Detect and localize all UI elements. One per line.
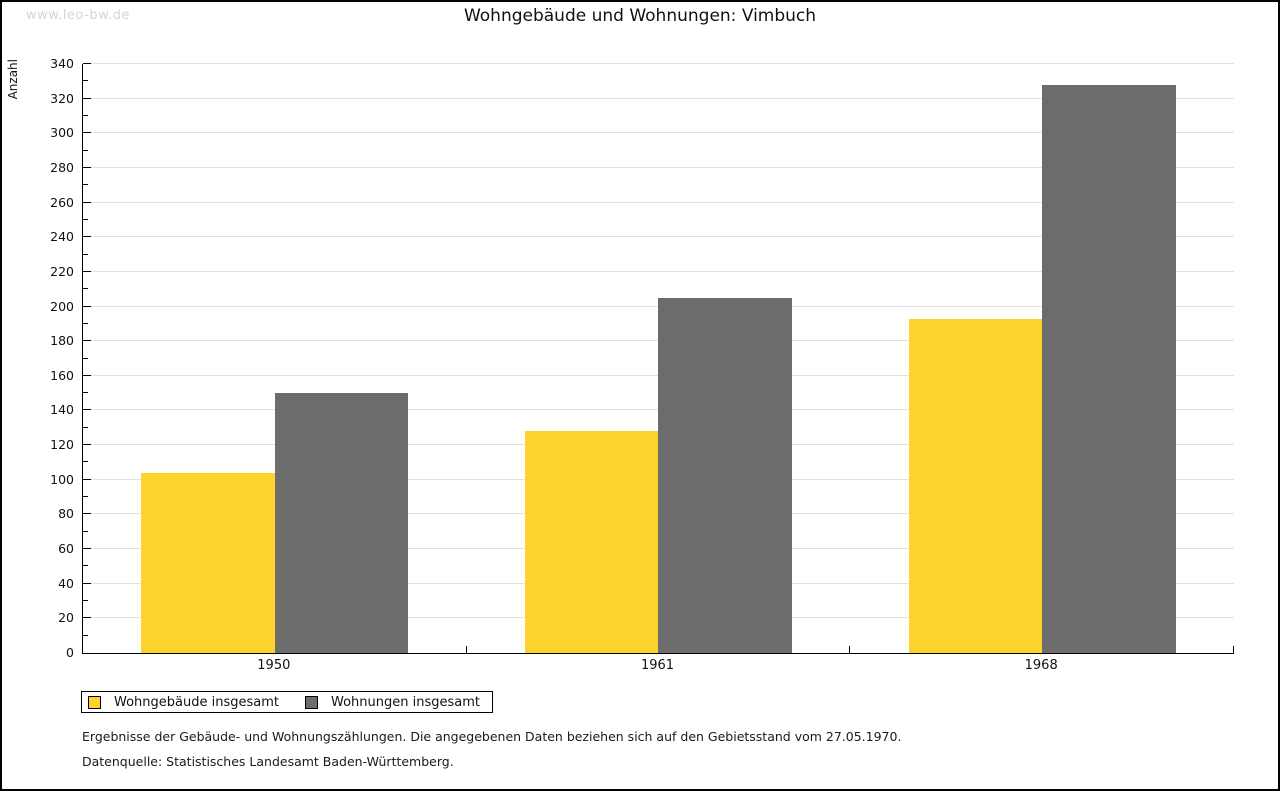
y-major-tick bbox=[83, 582, 91, 584]
plot-area bbox=[82, 63, 1234, 654]
y-minor-tick bbox=[83, 530, 88, 532]
y-minor-tick bbox=[83, 322, 88, 324]
x-axis-label-1961: 1961 bbox=[640, 658, 675, 673]
y-minor-tick bbox=[83, 496, 88, 498]
y-tick-label: 60 bbox=[58, 541, 74, 557]
x-axis-labels: 1950 1961 1968 bbox=[82, 658, 1233, 674]
y-major-tick bbox=[83, 548, 91, 550]
y-minor-tick bbox=[83, 634, 88, 636]
y-major-tick bbox=[83, 270, 91, 272]
y-tick-label: 300 bbox=[50, 125, 74, 141]
bar-1950-series-1 bbox=[274, 393, 409, 653]
y-tick-label: 100 bbox=[50, 471, 74, 487]
bar-1968-series-0 bbox=[908, 318, 1043, 653]
y-major-tick bbox=[83, 63, 91, 64]
y-minor-tick bbox=[83, 565, 88, 567]
y-major-tick bbox=[83, 305, 91, 307]
y-minor-tick bbox=[83, 218, 88, 220]
y-tick-label: 40 bbox=[58, 575, 74, 591]
y-tick-label: 160 bbox=[50, 367, 74, 383]
y-major-tick bbox=[83, 617, 91, 619]
y-major-tick bbox=[83, 132, 91, 134]
bar-1961-series-0 bbox=[524, 431, 659, 653]
bar-group-1961 bbox=[467, 64, 851, 653]
x-boundary-tick bbox=[465, 646, 467, 653]
bar-1961-series-1 bbox=[658, 297, 792, 653]
y-major-tick bbox=[83, 444, 91, 446]
x-axis-label-1968: 1968 bbox=[1024, 658, 1058, 673]
x-axis-label-1950: 1950 bbox=[257, 658, 291, 673]
legend-swatch-wohngebaeude-icon bbox=[88, 695, 101, 709]
bar-1968-series-1 bbox=[1042, 84, 1176, 653]
x-boundary-tick bbox=[1233, 646, 1234, 653]
y-major-tick bbox=[83, 513, 91, 515]
y-minor-tick bbox=[83, 80, 88, 82]
y-tick-label: 0 bbox=[66, 645, 74, 660]
bar-group-1968 bbox=[850, 64, 1234, 653]
gridline bbox=[83, 236, 1234, 238]
gridline bbox=[83, 270, 1234, 272]
y-major-tick bbox=[83, 409, 91, 411]
x-boundary-tick bbox=[849, 646, 851, 653]
y-minor-tick bbox=[83, 288, 88, 290]
y-tick-label: 20 bbox=[58, 610, 74, 626]
y-minor-tick bbox=[83, 184, 88, 186]
y-tick-label: 200 bbox=[50, 298, 74, 314]
footnote-datenquelle: Datenquelle: Statistisches Landesamt Bad… bbox=[82, 754, 454, 769]
y-tick-label: 180 bbox=[50, 333, 74, 349]
bar-1950-series-0 bbox=[141, 472, 275, 653]
y-major-tick bbox=[83, 236, 91, 238]
legend: Wohngebäude insgesamt Wohnungen insgesam… bbox=[81, 691, 493, 713]
y-tick-label: 340 bbox=[50, 56, 74, 71]
y-minor-tick bbox=[83, 357, 88, 359]
legend-label-wohngebaeude: Wohngebäude insgesamt bbox=[114, 694, 279, 710]
y-minor-tick bbox=[83, 114, 88, 116]
y-axis-tick-labels: 0 20 40 60 80 100 120 140 160 180 200 220 240 260 280 3… bbox=[2, 57, 74, 660]
footnote-gebietsstand: Ergebnisse der Gebäude- und Wohnungszähl… bbox=[82, 729, 902, 744]
y-tick-label: 260 bbox=[50, 194, 74, 210]
gridline bbox=[83, 132, 1234, 134]
y-tick-label: 320 bbox=[50, 90, 74, 106]
legend-swatch-wohnungen-icon bbox=[305, 695, 318, 709]
y-minor-tick bbox=[83, 149, 88, 151]
y-minor-tick bbox=[83, 426, 88, 428]
y-major-tick bbox=[83, 478, 91, 480]
y-tick-label: 140 bbox=[50, 402, 74, 418]
gridline bbox=[83, 63, 1234, 64]
y-minor-tick bbox=[83, 253, 88, 255]
bar-group-1950 bbox=[83, 64, 467, 653]
y-tick-label: 80 bbox=[58, 506, 74, 522]
y-major-tick bbox=[83, 374, 91, 376]
legend-label-wohnungen: Wohnungen insgesamt bbox=[331, 694, 480, 710]
y-minor-tick bbox=[83, 600, 88, 602]
y-major-tick bbox=[83, 97, 91, 99]
gridline bbox=[83, 97, 1234, 99]
y-tick-label: 120 bbox=[50, 437, 74, 453]
y-tick-label: 240 bbox=[50, 229, 74, 245]
y-major-tick bbox=[83, 201, 91, 203]
y-minor-tick bbox=[83, 461, 88, 463]
y-tick-label: 280 bbox=[50, 159, 74, 175]
gridline bbox=[83, 201, 1234, 203]
y-minor-tick bbox=[83, 392, 88, 394]
watermark: www.leo-bw.de bbox=[26, 8, 130, 23]
legend-item-wohnungen: Wohnungen insgesamt bbox=[305, 695, 480, 710]
y-major-tick bbox=[83, 166, 91, 168]
legend-item-wohngebaeude: Wohngebäude insgesamt bbox=[88, 695, 279, 710]
y-major-tick bbox=[83, 340, 91, 342]
y-tick-label: 220 bbox=[50, 263, 74, 279]
chart-title: Wohngebäude und Wohnungen: Vimbuch bbox=[463, 6, 817, 26]
gridline bbox=[83, 166, 1234, 168]
